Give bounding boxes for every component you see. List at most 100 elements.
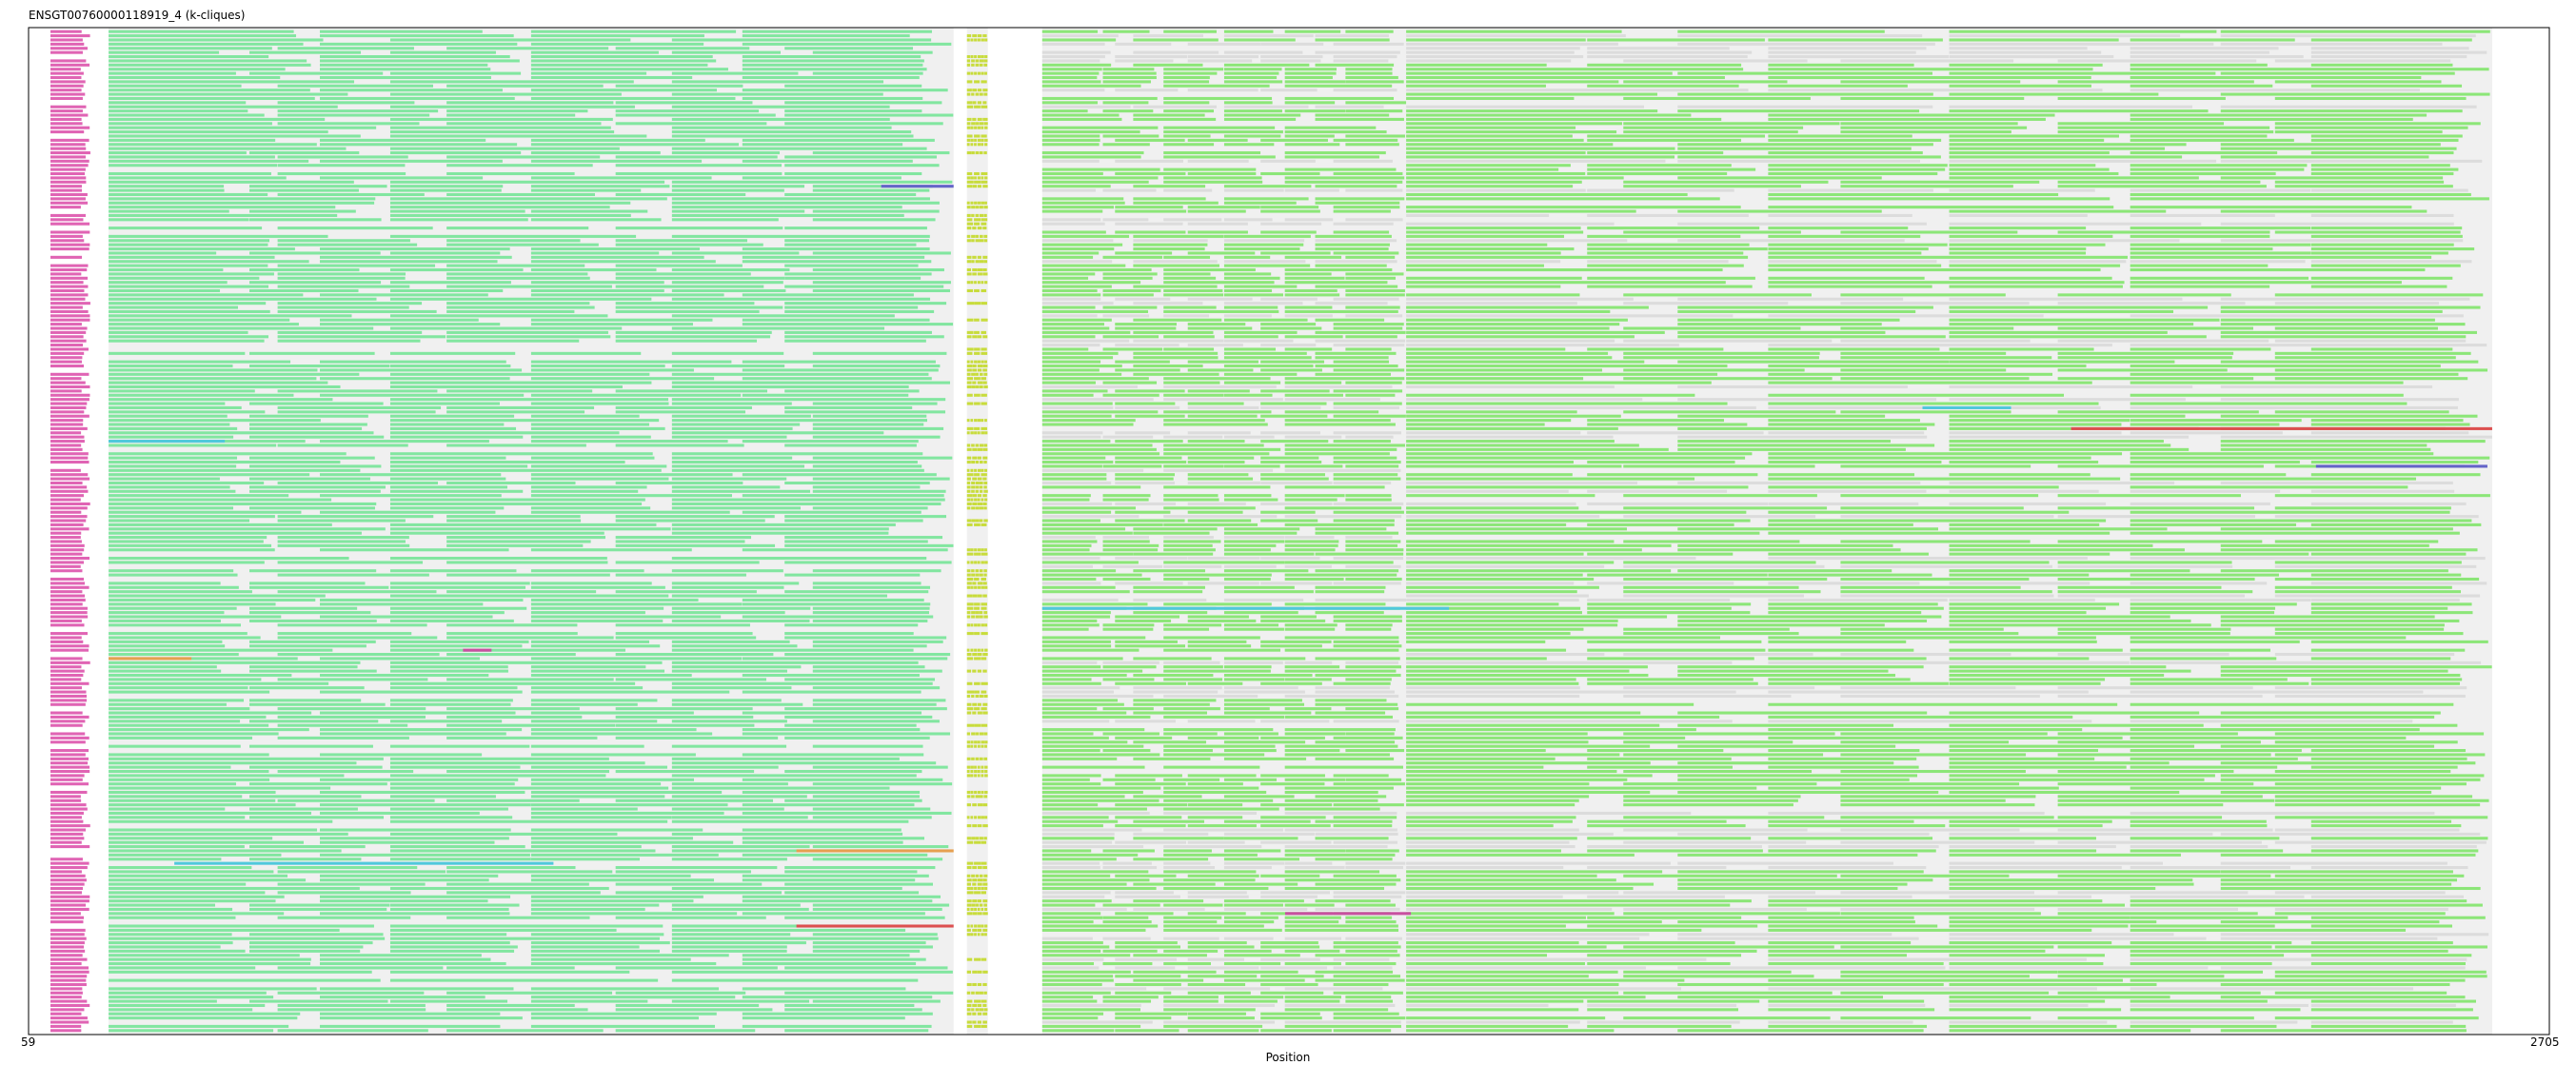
alignment-segment xyxy=(812,426,944,430)
alignment-segment xyxy=(50,489,89,493)
alignment-segment xyxy=(1284,1020,1401,1024)
alignment-segment xyxy=(249,351,375,355)
alignment-row xyxy=(50,1024,2467,1028)
alignment-segment xyxy=(109,561,265,564)
alignment-segment xyxy=(970,176,974,180)
alignment-segment xyxy=(446,916,590,919)
alignment-row xyxy=(50,828,2460,832)
alignment-segment xyxy=(50,769,90,774)
alignment-segment xyxy=(1284,1024,1401,1028)
alignment-segment xyxy=(1345,861,1406,865)
alignment-segment xyxy=(109,489,236,493)
alignment-segment xyxy=(1133,590,1203,594)
alignment-segment xyxy=(1949,552,2110,556)
alignment-segment xyxy=(1041,882,1127,886)
alignment-segment xyxy=(1115,816,1182,819)
alignment-segment xyxy=(1949,849,2097,853)
alignment-row xyxy=(50,845,2477,849)
alignment-segment xyxy=(784,636,947,640)
alignment-segment xyxy=(50,481,83,485)
alignment-segment xyxy=(530,853,719,857)
alignment-segment xyxy=(742,728,921,732)
alignment-segment xyxy=(50,895,90,898)
alignment-segment xyxy=(1041,276,1089,280)
alignment-segment xyxy=(1115,874,1177,878)
alignment-segment xyxy=(2310,151,2454,155)
alignment-segment xyxy=(615,122,767,126)
alignment-segment xyxy=(977,740,981,744)
alignment-segment xyxy=(446,707,580,711)
alignment-segment xyxy=(2130,50,2269,54)
alignment-segment xyxy=(1406,164,1571,168)
alignment-segment xyxy=(1677,543,1893,547)
alignment-row xyxy=(109,251,2448,255)
alignment-segment xyxy=(1840,506,2024,510)
alignment-segment xyxy=(2130,402,2408,405)
alignment-segment xyxy=(742,255,925,259)
alignment-segment xyxy=(1041,543,1092,547)
alignment-segment xyxy=(446,865,576,870)
alignment-segment xyxy=(966,267,971,272)
alignment-segment xyxy=(966,185,973,188)
alignment-segment xyxy=(2274,185,2453,188)
alignment-segment xyxy=(277,335,446,339)
alignment-segment xyxy=(966,206,971,209)
alignment-segment xyxy=(982,494,987,498)
alignment-segment xyxy=(1223,527,1300,531)
alignment-segment xyxy=(1315,569,1399,573)
alignment-segment xyxy=(1406,55,1584,59)
alignment-segment xyxy=(1623,180,1829,184)
alignment-row xyxy=(50,686,2467,690)
alignment-segment xyxy=(1333,368,1405,372)
alignment-segment xyxy=(812,50,933,54)
alignment-segment xyxy=(277,653,440,657)
alignment-segment xyxy=(1260,481,1333,485)
alignment-row xyxy=(50,180,2445,184)
alignment-segment xyxy=(1284,84,1393,88)
alignment-segment xyxy=(1041,828,1142,832)
alignment-segment xyxy=(981,681,988,685)
alignment-segment xyxy=(1345,494,1392,498)
alignment-segment xyxy=(970,143,974,147)
alignment-segment xyxy=(1315,38,1390,42)
alignment-segment xyxy=(1345,218,1403,222)
alignment-segment xyxy=(982,982,987,987)
alignment-segment xyxy=(50,138,89,142)
alignment-row xyxy=(50,711,2441,715)
alignment-segment xyxy=(1768,924,1938,928)
alignment-segment xyxy=(1406,405,1756,409)
alignment-segment xyxy=(530,151,661,155)
alignment-segment xyxy=(2057,945,2272,949)
alignment-segment xyxy=(1677,832,1930,836)
alignment-segment xyxy=(2057,180,2261,184)
alignment-row xyxy=(50,381,2404,385)
alignment-segment xyxy=(109,736,252,740)
alignment-row xyxy=(50,444,2427,447)
alignment-row xyxy=(109,101,1407,105)
alignment-segment xyxy=(446,339,580,343)
alignment-row xyxy=(50,819,2452,823)
alignment-segment xyxy=(2220,723,2458,727)
alignment-segment xyxy=(1406,799,1579,802)
alignment-segment xyxy=(1041,623,1100,627)
alignment-segment xyxy=(277,519,406,523)
alignment-segment xyxy=(2130,372,2459,376)
alignment-segment xyxy=(1768,582,1920,585)
alignment-segment xyxy=(671,218,779,222)
alignment-segment xyxy=(2130,928,2407,932)
alignment-segment xyxy=(1768,168,1946,171)
alignment-segment xyxy=(109,339,265,343)
alignment-segment xyxy=(1284,464,1343,468)
alignment-segment xyxy=(389,468,662,472)
alignment-segment xyxy=(982,335,988,339)
alignment-segment xyxy=(1133,201,1219,205)
alignment-segment xyxy=(1284,218,1334,222)
alignment-segment xyxy=(249,188,359,192)
alignment-segment xyxy=(615,171,783,176)
alignment-segment xyxy=(1949,582,2091,585)
alignment-segment xyxy=(1163,309,1279,313)
alignment-segment xyxy=(671,527,889,531)
alignment-segment xyxy=(1284,744,1398,748)
alignment-segment xyxy=(249,765,383,769)
